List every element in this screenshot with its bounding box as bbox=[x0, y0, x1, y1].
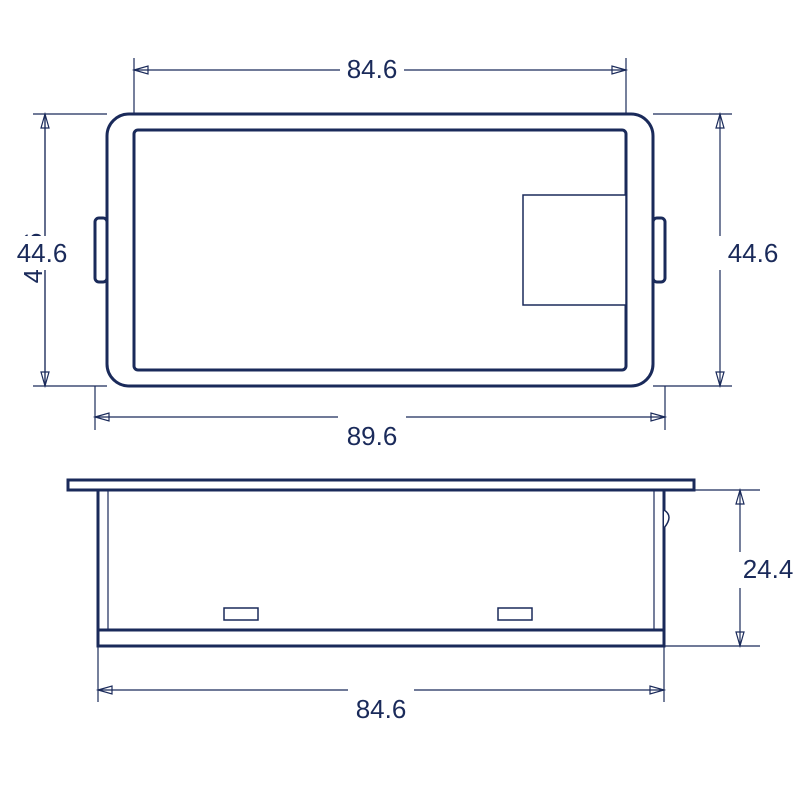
side-slot-left bbox=[224, 608, 258, 620]
top-cutout bbox=[523, 195, 626, 305]
dim-top-846-label: 84.6 bbox=[347, 54, 398, 84]
dim-side-846-label: 84.6 bbox=[356, 694, 407, 724]
dimension-drawing: 84.6 89.6 44.6 44.6 bbox=[0, 0, 800, 800]
dim-right-446-label: 44.6 bbox=[728, 238, 779, 268]
side-clip bbox=[664, 510, 669, 528]
side-view: 24.4 84.6 bbox=[68, 480, 793, 724]
side-slot-right bbox=[498, 608, 532, 620]
dim-side-244: 24.4 bbox=[664, 490, 793, 646]
dim-right-446: 44.6 bbox=[653, 114, 778, 386]
side-body bbox=[98, 490, 664, 630]
dim-bot-896: 89.6 bbox=[95, 386, 665, 451]
side-foot bbox=[98, 630, 664, 646]
right-side-tab bbox=[653, 218, 665, 282]
left-side-tab bbox=[95, 218, 107, 282]
dim-side-846: 84.6 bbox=[98, 646, 664, 724]
top-view: 84.6 89.6 44.6 44.6 bbox=[4, 54, 778, 451]
dim-side-244-label: 24.4 bbox=[743, 554, 794, 584]
dim-bot-896-label: 89.6 bbox=[347, 421, 398, 451]
dim-top-846: 84.6 bbox=[134, 54, 626, 114]
dim-left-446-label-h: 44.6 bbox=[17, 238, 68, 268]
